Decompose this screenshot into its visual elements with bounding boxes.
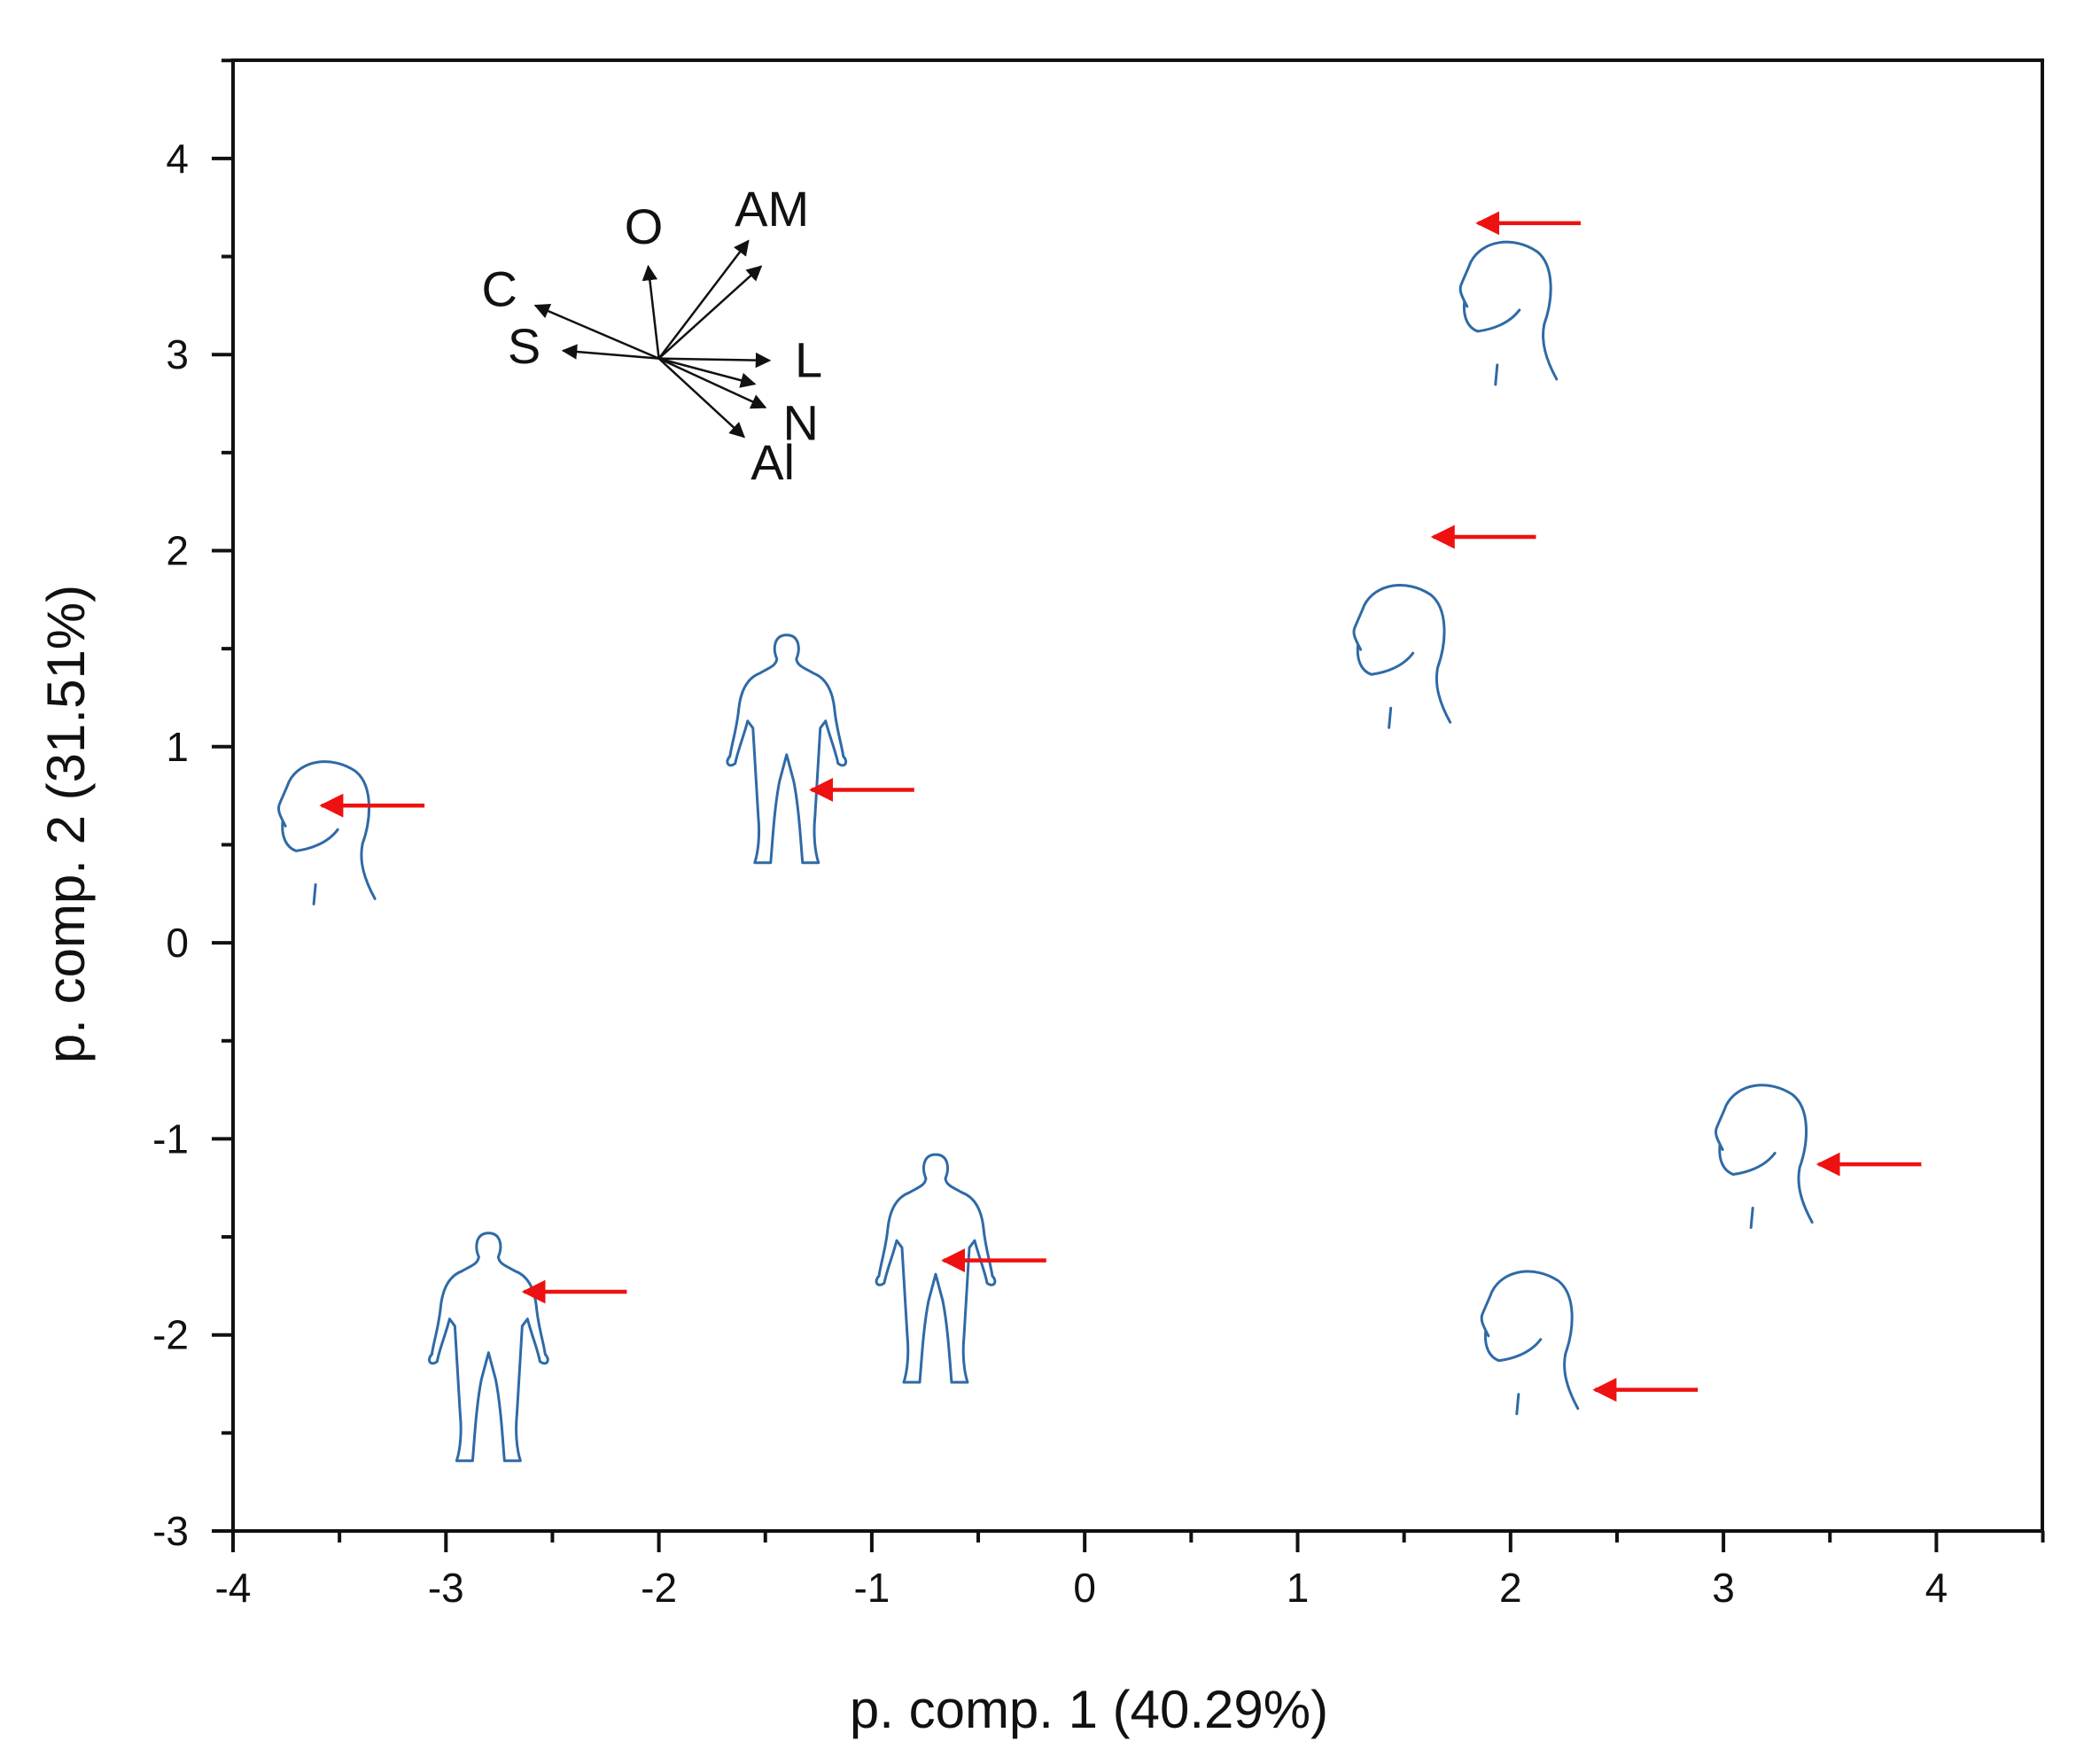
specimen-figures: [276, 211, 1922, 1463]
x-tick-label: 1: [1287, 1565, 1310, 1611]
x-tick-label: 4: [1925, 1565, 1948, 1611]
loading-vector: [657, 357, 746, 439]
x-tick-label: 0: [1073, 1565, 1096, 1611]
y-axis-ticks: -3 -2 -1 0 1 2 3 4: [152, 58, 233, 1554]
loading-vector: [561, 344, 659, 360]
loading-vector: [658, 352, 772, 369]
body-outline-marker: [428, 1232, 549, 1463]
loading-vector: [642, 264, 660, 359]
y-tick-label: 3: [166, 331, 189, 377]
loading-label: Al: [750, 434, 795, 490]
x-tick-label: 3: [1712, 1565, 1735, 1611]
y-tick-label: -3: [152, 1508, 189, 1554]
loading-label: L: [795, 332, 822, 388]
loading-vector: [657, 265, 763, 360]
y-tick-label: 1: [166, 724, 189, 770]
loading-label: C: [482, 261, 517, 317]
head-outline-marker: [276, 760, 377, 905]
loading-label: AM: [735, 181, 809, 237]
y-tick-label: 2: [166, 528, 189, 574]
loading-label: N: [782, 394, 818, 450]
x-tick-label: 2: [1499, 1565, 1522, 1611]
y-tick-label: -1: [152, 1115, 189, 1162]
y-tick-label: 4: [166, 136, 189, 182]
loading-label: S: [508, 318, 540, 374]
loading-vector: [657, 239, 750, 360]
head-outline-marker: [1480, 1270, 1580, 1416]
loading-vector: [658, 357, 757, 388]
x-tick-label: -1: [853, 1565, 890, 1611]
plot-frame: [231, 58, 2044, 1533]
x-axis-ticks: -4 -3 -2 -1 0 1 2 3 4: [215, 1531, 2045, 1611]
body-outline-marker: [875, 1153, 997, 1384]
head-outline-marker: [1352, 583, 1452, 729]
x-tick-label: -3: [428, 1565, 464, 1611]
loading-vector: [533, 304, 660, 360]
head-outline-marker: [1458, 240, 1559, 386]
x-axis-title: p. comp. 1 (40.29%): [850, 1680, 1328, 1739]
y-tick-label: -2: [152, 1312, 189, 1358]
loading-vector: [658, 357, 767, 409]
y-tick-label: 0: [166, 920, 189, 966]
body-outline-marker: [726, 633, 848, 865]
loading-label: O: [625, 198, 664, 254]
y-axis-title: p. comp. 2 (31.51%): [36, 585, 96, 1063]
x-tick-label: -4: [215, 1565, 252, 1611]
x-tick-label: -2: [641, 1565, 677, 1611]
head-outline-marker: [1715, 1084, 1814, 1230]
